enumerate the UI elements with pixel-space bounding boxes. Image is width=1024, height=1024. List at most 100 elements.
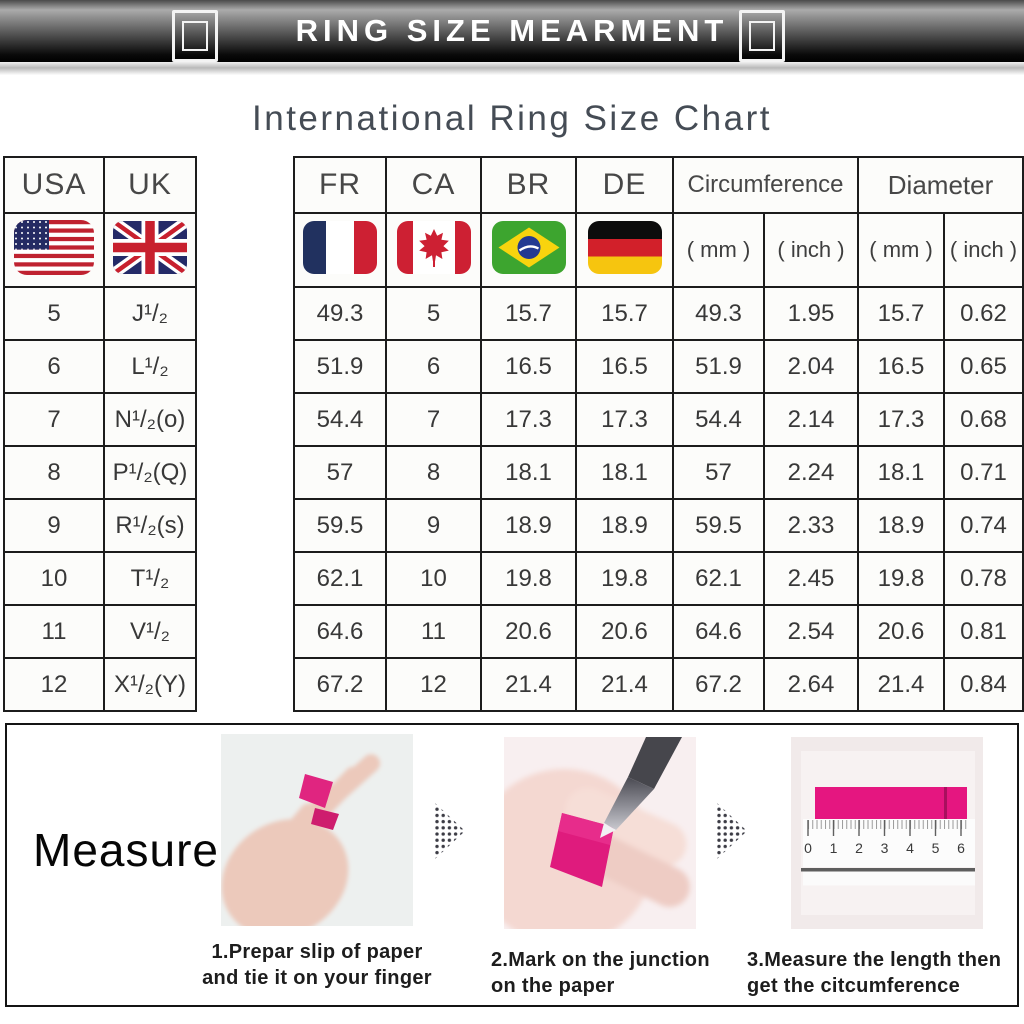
pink-paper-band-highlight [558,813,614,845]
step1-caption-line2: and tie it on your finger [202,967,432,989]
cell-ca: 8 [385,445,482,500]
cell-br: 18.9 [480,498,577,553]
cell-usa: 7 [3,392,105,447]
cell-dia-inch: 0.62 [943,286,1024,341]
cell-ca: 5 [385,286,482,341]
table-row: 10 T¹/₂ 62.1 10 19.8 19.8 62.1 2.45 19.8 0.78 [3,551,1024,606]
cell-dia-mm: 17.3 [857,392,946,447]
table-gap-spacer [196,658,294,711]
pen-cone [604,777,654,830]
cell-de: 20.6 [575,604,674,659]
cell-fr: 57 [293,445,387,500]
step2-caption: 2.Mark on the junction on the paper [491,947,710,999]
column-header-br: BR [480,156,577,214]
cell-de: 17.3 [575,392,674,447]
top-banner: RING SIZE MEARMENT [0,0,1024,62]
cell-usa: 9 [3,498,105,553]
cell-de: 21.4 [575,657,674,712]
cell-ca: 10 [385,551,482,606]
cell-circ-mm: 57 [672,445,765,500]
column-header-usa: USA [3,156,105,214]
square-frame-inner [182,21,208,51]
table-gap-spacer [196,552,294,605]
table-gap-spacer [196,605,294,658]
cell-circ-inch: 2.33 [762,498,860,553]
cell-circ-inch: 1.95 [762,286,860,341]
pen-nib [600,823,616,838]
canada-flag-cell [385,212,482,288]
table-header-row: USA UK FR CA BR DE Circumference Diamete… [3,156,1024,214]
table-wrapper: USA UK FR CA BR DE Circumference Diamete… [3,156,1024,712]
measure-section: Measure 1.Prepar slip of paper and tie i… [5,723,1019,1007]
step3-caption-line1: 3.Measure the length then [747,949,1002,971]
cell-uk: R¹/₂(s) [103,498,197,553]
table-row: 6 L¹/₂ 51.9 6 16.5 16.5 51.9 2.04 16.5 0.65 [3,339,1024,394]
pink-paper-patch-lower [311,808,339,830]
square-frame-icon [172,10,218,62]
cell-dia-mm: 15.7 [857,286,946,341]
ruler-number: 1 [830,840,838,856]
ruler-number: 4 [906,840,914,856]
mark-line [944,787,947,819]
cell-ca: 9 [385,498,482,553]
germany-flag-cell [575,212,674,288]
cell-usa: 6 [3,339,105,394]
cell-ca: 11 [385,604,482,659]
column-header-fr: FR [293,156,387,214]
table-gap-spacer [196,287,294,340]
cell-dia-mm: 16.5 [857,339,946,394]
france-flag-cell [293,212,387,288]
cell-uk: V¹/₂ [103,604,197,659]
cell-uk: L¹/₂ [103,339,197,394]
cell-circ-inch: 2.64 [762,657,860,712]
table-gap-spacer [196,213,294,287]
germany-flag-icon [587,220,662,274]
step2-caption-line1: 2.Mark on the junction [491,949,710,971]
ruler-major-ticks [807,820,962,836]
column-header-uk: UK [103,156,197,214]
step2-caption-line2: on the paper [491,975,615,997]
cell-circ-inch: 2.24 [762,445,860,500]
table-gap-spacer [196,446,294,499]
cell-br: 19.8 [480,551,577,606]
cell-dia-inch: 0.65 [943,339,1024,394]
column-header-ca: CA [385,156,482,214]
banner-title: RING SIZE MEARMENT [295,13,729,48]
usa-flag-icon [14,219,94,275]
cell-circ-mm: 54.4 [672,392,765,447]
dotted-arrow-icon [717,803,747,859]
table-row: 8 P¹/₂(Q) 57 8 18.1 18.1 57 2.24 18.1 0.71 [3,445,1024,500]
cell-circ-mm: 62.1 [672,551,765,606]
ruler-number: 5 [932,840,940,856]
cell-usa: 5 [3,286,105,341]
cell-uk: P¹/₂(Q) [103,445,197,500]
table-row: 9 R¹/₂(s) 59.5 9 18.9 18.9 59.5 2.33 18.9 0.74 [3,498,1024,553]
cell-dia-mm: 18.9 [857,498,946,553]
cell-circ-mm: 49.3 [672,286,765,341]
ruler-number: 3 [881,840,889,856]
cell-circ-inch: 2.04 [762,339,860,394]
step3-photo-ruler: 0 1 2 3 4 5 6 [791,737,983,929]
cell-fr: 54.4 [293,392,387,447]
cell-dia-inch: 0.68 [943,392,1024,447]
cell-uk: N¹/₂(o) [103,392,197,447]
cell-circ-mm: 59.5 [672,498,765,553]
uk-flag-cell [103,212,197,288]
cell-ca: 12 [385,657,482,712]
cell-de: 16.5 [575,339,674,394]
cell-circ-mm: 64.6 [672,604,765,659]
cell-circ-inch: 2.54 [762,604,860,659]
cell-fr: 49.3 [293,286,387,341]
cell-br: 17.3 [480,392,577,447]
cell-uk: J¹/₂ [103,286,197,341]
cell-uk: T¹/₂ [103,551,197,606]
cell-dia-inch: 0.71 [943,445,1024,500]
cell-usa: 11 [3,604,105,659]
usa-flag-cell [3,212,105,288]
cell-dia-mm: 19.8 [857,551,946,606]
cell-circ-mm: 51.9 [672,339,765,394]
column-header-diameter: Diameter [857,156,1024,214]
cell-br: 15.7 [480,286,577,341]
cell-fr: 67.2 [293,657,387,712]
brazil-flag-icon [491,220,566,274]
